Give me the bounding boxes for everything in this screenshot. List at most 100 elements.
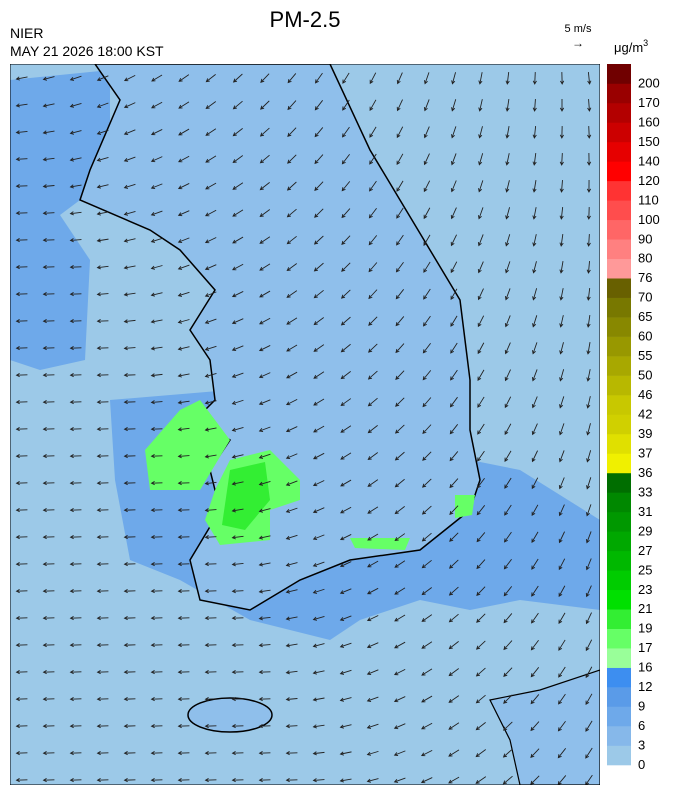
colorbar-segment xyxy=(607,726,631,746)
wind-arrow xyxy=(586,369,591,382)
colorbar-segment xyxy=(607,433,631,454)
wind-arrow xyxy=(15,76,28,81)
wind-arrow xyxy=(586,342,591,355)
colorbar-tick-label: 160 xyxy=(638,114,660,129)
colorbar-segment xyxy=(607,278,631,298)
wind-arrow xyxy=(476,586,486,596)
wind-arrow xyxy=(177,535,190,540)
wind-arrow xyxy=(503,640,513,651)
wind-arrow xyxy=(231,778,244,783)
wind-arrow xyxy=(177,210,190,217)
wind-arrow xyxy=(504,315,511,328)
wind-arrow xyxy=(532,207,537,220)
wind-arrow xyxy=(96,751,109,756)
wind-arrow xyxy=(366,642,379,649)
wind-arrow xyxy=(231,399,244,405)
wind-arrow xyxy=(369,153,377,165)
wind-arrow xyxy=(259,154,270,164)
colorbar-segment xyxy=(607,472,631,493)
colorbar-segment xyxy=(607,64,631,84)
wind-arrow xyxy=(557,720,566,732)
wind-arrow xyxy=(204,373,217,378)
wind-arrow xyxy=(286,235,297,245)
wind-arrow xyxy=(367,560,379,568)
wind-arrow xyxy=(449,505,459,516)
wind-arrow xyxy=(339,642,352,648)
wind-arrow xyxy=(150,129,163,136)
wind-arrow xyxy=(558,531,565,544)
wind-arrow xyxy=(369,180,377,192)
wind-arrow xyxy=(177,778,190,783)
wind-arrow xyxy=(448,640,459,650)
wind-arrow xyxy=(96,265,109,270)
colorbar-tick-label: 12 xyxy=(638,679,652,694)
wind-arrow xyxy=(15,373,28,378)
wind-arrow xyxy=(448,749,460,757)
wind-arrow xyxy=(15,130,28,135)
wind-arrow xyxy=(260,73,270,83)
wind-arrow xyxy=(314,127,324,138)
wind-arrow xyxy=(505,72,510,85)
wind-arrow xyxy=(204,751,217,756)
wind-arrow xyxy=(123,319,136,324)
wind-arrow xyxy=(204,535,217,540)
wind-arrow xyxy=(232,100,243,110)
wind-arrow xyxy=(258,345,271,352)
wind-arrow xyxy=(502,721,513,731)
wind-arrow xyxy=(558,639,566,651)
wind-arrow xyxy=(42,643,55,648)
wind-arrow xyxy=(259,209,271,218)
wind-arrow xyxy=(368,289,378,300)
wind-arrow xyxy=(150,751,163,756)
wind-arrow xyxy=(423,153,430,166)
wind-arrow xyxy=(150,265,163,270)
wind-arrow xyxy=(231,589,244,594)
unit: μg/m3 xyxy=(614,38,648,55)
wind-arrow xyxy=(96,643,109,648)
wind-arrow xyxy=(177,319,190,324)
wind-arrow xyxy=(177,400,190,405)
wind-arrow xyxy=(42,589,55,594)
wind-arrow xyxy=(15,211,28,216)
wind-arrow xyxy=(231,481,244,486)
wind-arrow xyxy=(204,778,217,783)
wind-arrow xyxy=(314,154,324,165)
wind-arrow xyxy=(312,697,325,702)
wind-arrow xyxy=(150,373,163,378)
wind-arrow xyxy=(450,288,458,301)
colorbar-segment xyxy=(607,180,631,201)
wind-arrow xyxy=(450,234,458,247)
wind-arrow xyxy=(368,207,377,219)
wind-arrow xyxy=(530,694,540,705)
wind-arrow xyxy=(150,427,163,432)
colorbar-segment xyxy=(607,141,631,162)
wind-arrow xyxy=(504,288,511,301)
wind-arrow xyxy=(258,751,271,756)
wind-arrow xyxy=(340,371,351,380)
wind-arrow xyxy=(287,73,297,84)
wind-arrow xyxy=(559,261,564,274)
wind-arrow xyxy=(369,99,377,112)
wind-arrow xyxy=(42,400,55,405)
wind-arrow xyxy=(204,643,217,648)
wind-arrow xyxy=(341,126,350,138)
wind-arrow xyxy=(477,234,484,247)
wind-arrow xyxy=(69,211,82,216)
wind-arrow xyxy=(477,261,484,274)
wind-arrow xyxy=(258,399,271,406)
colorbar-tick-label: 90 xyxy=(638,231,652,246)
wind-arrow xyxy=(393,696,406,703)
wind-arrow xyxy=(585,720,593,732)
wind-arrow xyxy=(204,264,217,271)
wind-arrow xyxy=(15,670,28,675)
wind-arrow xyxy=(258,372,271,379)
wind-arrow xyxy=(150,616,163,621)
wind-arrow xyxy=(177,454,190,459)
wind-arrow xyxy=(422,397,432,408)
wind-arrow xyxy=(394,587,406,595)
wind-arrow xyxy=(532,72,537,85)
wind-arrow xyxy=(15,292,28,297)
wind-arrow xyxy=(177,670,190,675)
wind-arrow xyxy=(69,400,82,405)
